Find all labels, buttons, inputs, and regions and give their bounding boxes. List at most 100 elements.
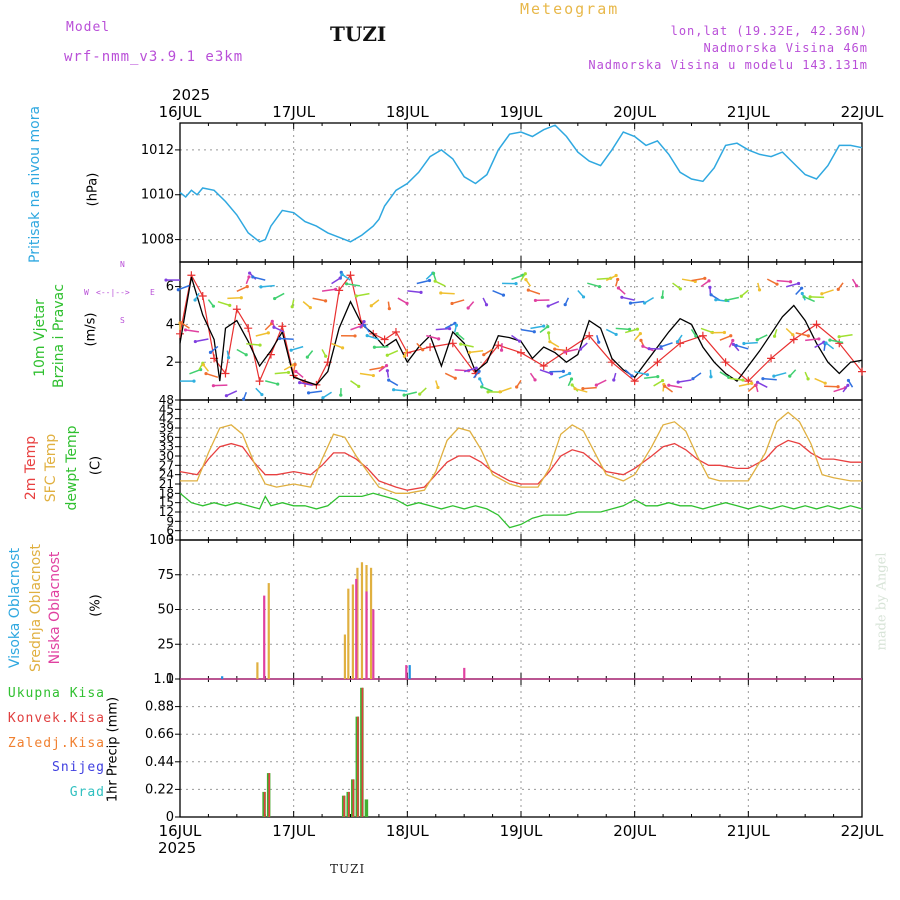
wind-arrow-head (421, 348, 425, 352)
wind-arrow-head (419, 290, 423, 294)
wind-arrow (226, 390, 238, 397)
legend-freezing-rain: Zaledj.Kisa (7, 736, 105, 751)
wind-arrow-head (612, 378, 616, 382)
wind-arrow (757, 381, 768, 388)
wind-gust-marker (176, 329, 184, 338)
wind-arrow-head (731, 338, 735, 343)
wind-arrow-head (482, 353, 486, 357)
wind-arrow-head (775, 282, 779, 286)
wind-arrow (255, 332, 269, 337)
wind-arrow (729, 377, 744, 381)
wind-arrow-head (418, 392, 422, 396)
date-label-bottom: 20JUL (613, 822, 656, 840)
wind-arrow-head (339, 393, 343, 397)
precip-convective-bar (268, 773, 271, 817)
date-label-top: 19JUL (500, 103, 543, 121)
wind-arrow (246, 343, 261, 346)
wind-arrow-head (515, 385, 519, 389)
wind-arrow-head (260, 392, 264, 397)
wind-arrow-head (661, 378, 665, 383)
wind-arrow (252, 276, 266, 281)
elevation-label: Nadmorska Visina 46m (703, 41, 868, 55)
cloud-low-bar (365, 591, 368, 679)
cloud-mid-bar (256, 662, 259, 679)
wind-arrow (719, 335, 732, 341)
wind-arrow-head (211, 304, 216, 308)
wind-arrow (520, 328, 535, 333)
wind-arrow-head (226, 355, 231, 360)
wind-arrow-head (437, 337, 441, 341)
wind-arrow (528, 289, 541, 295)
wind-gust-marker (539, 361, 548, 370)
wind-arrow-head (466, 306, 470, 310)
wind-arrow-head (286, 370, 291, 375)
wind-arrow-head (755, 380, 760, 384)
wind-arrow (370, 299, 380, 307)
wind-arrow-head (614, 273, 618, 278)
wind-arrow-head (224, 394, 229, 398)
wind-arrow-head (402, 393, 406, 397)
wind-arrow (700, 280, 710, 288)
y-tick-label: 75 (157, 568, 174, 583)
wind-arrow (634, 371, 648, 376)
wind-arrow (587, 282, 600, 288)
wind-gust-marker (380, 335, 389, 344)
wind-arrow (265, 380, 278, 385)
wind-arrow (596, 277, 611, 280)
cloud-low-bar (372, 609, 375, 679)
wind-arrow-head (630, 374, 634, 378)
cloud-low-bar (263, 595, 266, 679)
wind-gust-marker (517, 348, 525, 357)
wind-arrow (743, 341, 758, 345)
wind-arrow-head (385, 369, 390, 373)
wind-arrow-head (526, 288, 530, 292)
wind-arrow (829, 339, 844, 344)
cloud-low-bar (463, 667, 466, 679)
wind-arrow-head (772, 334, 777, 338)
wind-arrow (738, 382, 752, 387)
wind-gust-marker (789, 335, 798, 344)
wind-arrow-head (459, 342, 463, 346)
wind-arrow (653, 379, 663, 387)
wind-arrow-head (340, 272, 344, 277)
wind-arrow (463, 367, 477, 373)
y-tick-label: 0 (166, 810, 174, 825)
wind-arrow (386, 349, 399, 356)
wind-gust-marker (835, 339, 844, 348)
wind-arrow (825, 342, 835, 350)
cloud-mid-bar (267, 583, 270, 679)
wind-arrow-head (353, 334, 357, 338)
wind-arrow (260, 284, 275, 288)
wind-arrow-head (208, 350, 213, 354)
wind-arrow-head (714, 298, 718, 302)
wind-arrow (492, 290, 504, 296)
wind-arrow-head (796, 281, 801, 286)
y-tick-label: 0.44 (145, 755, 174, 770)
wind-arrow (481, 386, 493, 392)
precip-convective-bar (347, 791, 350, 817)
wind-arrow-head (676, 380, 680, 384)
date-label-top: 18JUL (386, 103, 429, 121)
wind-arrow-head (729, 334, 733, 338)
wind-arrow-head (563, 350, 567, 354)
wind-arrow-head (828, 338, 832, 342)
wind-arrow (795, 332, 809, 337)
wind-arrow-head (824, 341, 828, 345)
wind-arrow (511, 274, 524, 280)
wind-arrow (350, 380, 360, 387)
cloud-mid-bar (343, 634, 347, 679)
wind-gust-marker (244, 324, 253, 333)
wind-arrow-head (846, 383, 850, 387)
date-label-top: 20JUL (613, 103, 656, 121)
wind-gust-marker (426, 343, 435, 352)
wind-arrow (426, 334, 439, 340)
y-tick-label: 9 (166, 514, 174, 528)
y-tick-label: 27 (159, 458, 174, 472)
wind-arrow (273, 326, 285, 333)
wind-arrow-head (362, 320, 366, 324)
wind-arrow-head (647, 347, 651, 351)
wind-arrow (435, 327, 450, 331)
wind-gust-marker (721, 358, 730, 367)
wind-arrow-head (405, 301, 409, 305)
wind-arrow (596, 379, 607, 386)
